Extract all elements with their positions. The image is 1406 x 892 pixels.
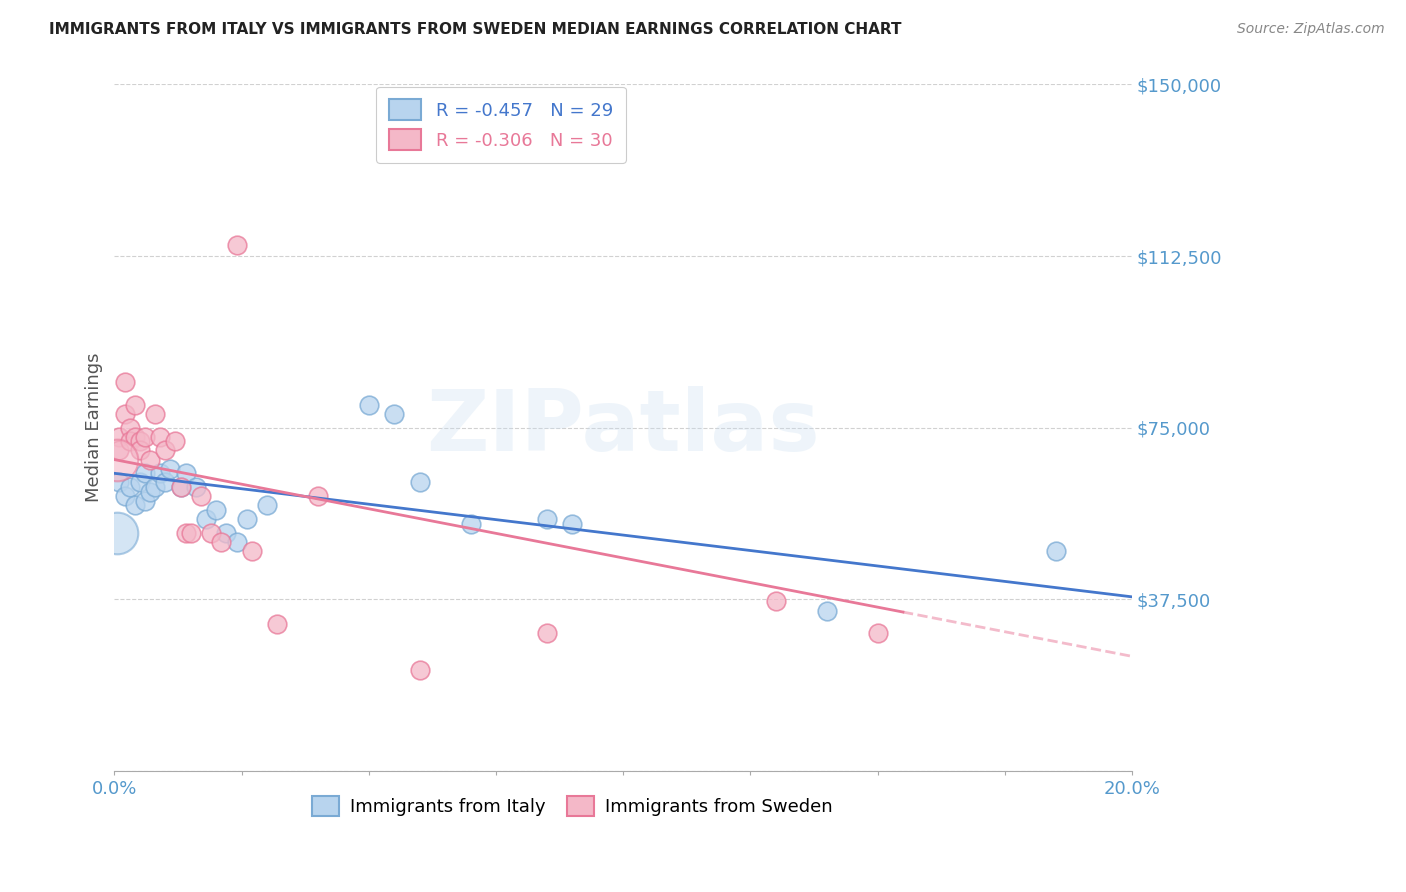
Y-axis label: Median Earnings: Median Earnings — [86, 353, 103, 502]
Point — [235, 512, 257, 526]
Point — [114, 407, 136, 421]
Point — [108, 443, 131, 458]
Point — [174, 525, 197, 540]
Point — [149, 430, 172, 444]
Point — [765, 594, 787, 608]
Point — [114, 489, 136, 503]
Point — [124, 430, 146, 444]
Point — [536, 626, 558, 640]
Point — [266, 617, 288, 632]
Point — [134, 467, 156, 481]
Point — [128, 475, 150, 490]
Text: Source: ZipAtlas.com: Source: ZipAtlas.com — [1237, 22, 1385, 37]
Point — [561, 516, 583, 531]
Point — [139, 452, 162, 467]
Point — [159, 461, 181, 475]
Point — [225, 237, 247, 252]
Point — [165, 434, 187, 449]
Point — [149, 467, 172, 481]
Point — [105, 525, 128, 540]
Point — [108, 430, 131, 444]
Point — [408, 663, 430, 677]
Point — [408, 475, 430, 490]
Point — [155, 475, 177, 490]
Point — [128, 443, 150, 458]
Point — [866, 626, 889, 640]
Point — [815, 603, 838, 617]
Point — [174, 467, 197, 481]
Point — [108, 475, 131, 490]
Point — [195, 512, 218, 526]
Point — [143, 407, 166, 421]
Point — [307, 489, 329, 503]
Point — [155, 443, 177, 458]
Point — [114, 375, 136, 389]
Point — [134, 493, 156, 508]
Point — [169, 480, 191, 494]
Point — [128, 434, 150, 449]
Point — [105, 452, 128, 467]
Point — [184, 480, 207, 494]
Point — [357, 398, 380, 412]
Point — [256, 499, 278, 513]
Point — [205, 503, 228, 517]
Point — [169, 480, 191, 494]
Point — [240, 544, 263, 558]
Point — [118, 434, 141, 449]
Point — [215, 525, 238, 540]
Point — [124, 499, 146, 513]
Point — [200, 525, 222, 540]
Legend: Immigrants from Italy, Immigrants from Sweden: Immigrants from Italy, Immigrants from S… — [305, 789, 839, 823]
Point — [118, 480, 141, 494]
Point — [225, 535, 247, 549]
Point — [134, 430, 156, 444]
Point — [382, 407, 405, 421]
Point — [536, 512, 558, 526]
Point — [139, 484, 162, 499]
Point — [460, 516, 482, 531]
Point — [180, 525, 202, 540]
Text: IMMIGRANTS FROM ITALY VS IMMIGRANTS FROM SWEDEN MEDIAN EARNINGS CORRELATION CHAR: IMMIGRANTS FROM ITALY VS IMMIGRANTS FROM… — [49, 22, 901, 37]
Text: ZIPatlas: ZIPatlas — [426, 386, 820, 469]
Point — [190, 489, 212, 503]
Point — [143, 480, 166, 494]
Point — [118, 420, 141, 434]
Point — [124, 398, 146, 412]
Point — [209, 535, 232, 549]
Point — [1045, 544, 1067, 558]
